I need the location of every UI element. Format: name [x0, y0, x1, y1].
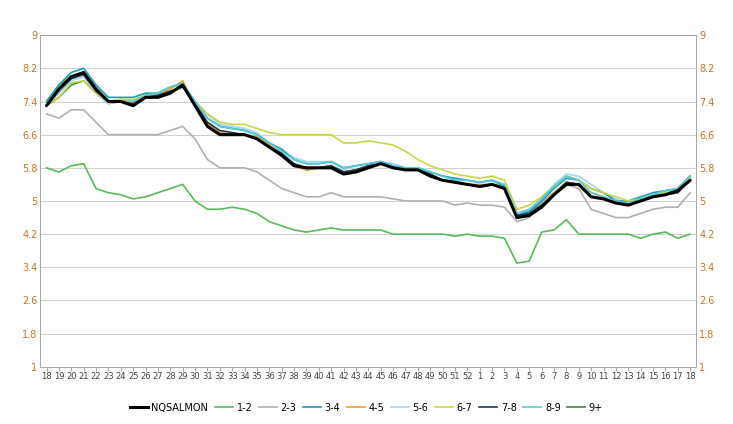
Text: NASDAQ Salmon Index - Historical Prices: NASDAQ Salmon Index - Historical Prices: [6, 9, 313, 22]
Legend: NQSALMON, 1-2, 2-3, 3-4, 4-5, 5-6, 6-7, 7-8, 8-9, 9+: NQSALMON, 1-2, 2-3, 3-4, 4-5, 5-6, 6-7, …: [126, 399, 607, 417]
